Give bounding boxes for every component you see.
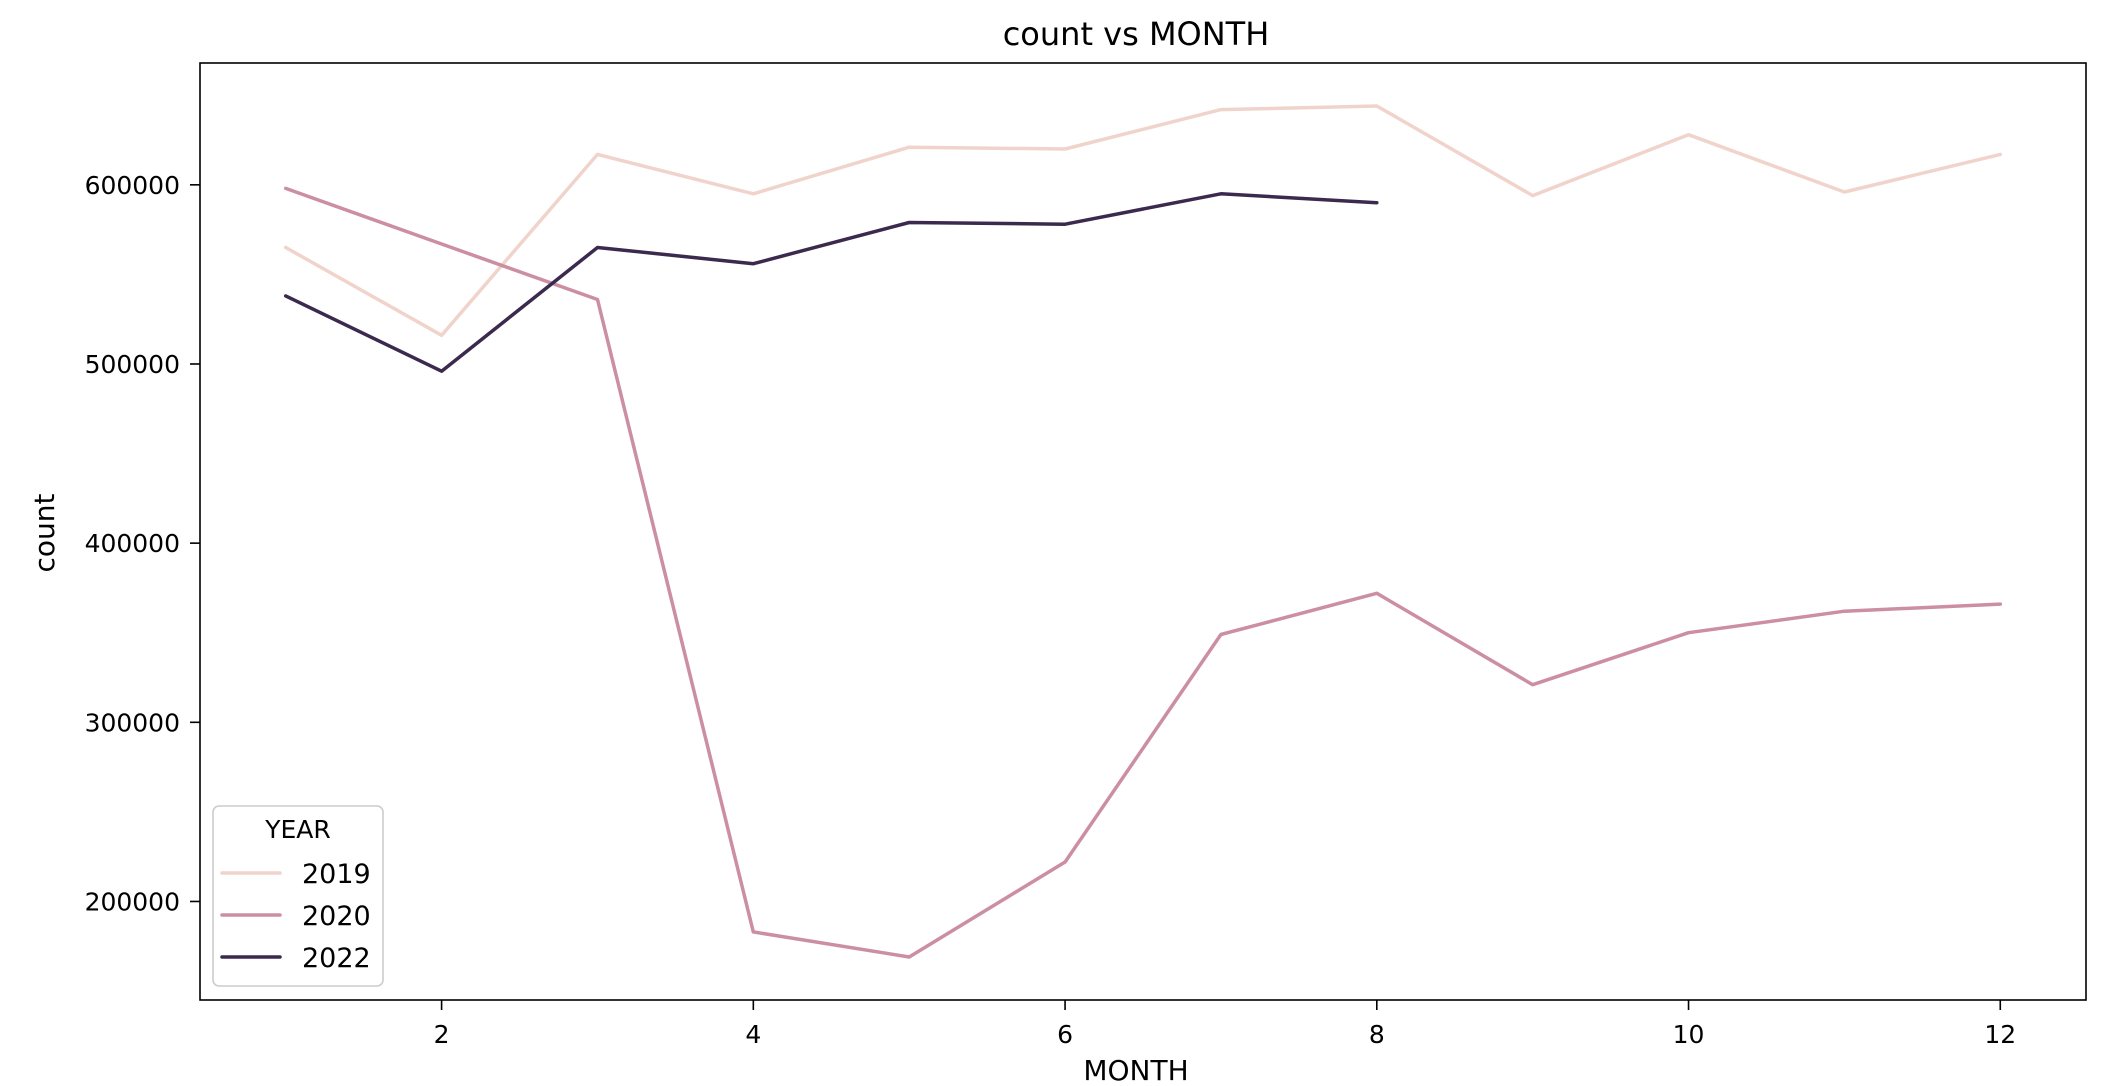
series-line-2020 [283, 186, 2003, 959]
legend-items: 2019 2020 2022 [220, 859, 371, 974]
y-axis-label: count [28, 493, 61, 572]
legend-label-2019: 2019 [302, 859, 371, 890]
legend: YEAR 2019 2020 2022 [212, 805, 384, 987]
y-tick-label: 400000 [85, 529, 180, 558]
series-line-2019 [283, 104, 2003, 338]
series-layer [283, 104, 2003, 959]
x-tick-label: 2 [434, 1020, 450, 1049]
plot-area [199, 62, 2087, 1001]
x-axis-ticks: 2 4 6 8 10 12 [434, 1000, 2016, 1049]
legend-title: YEAR [264, 815, 331, 844]
legend-label-2020: 2020 [302, 901, 371, 932]
legend-label-2022: 2022 [302, 943, 371, 974]
plot-frame [199, 62, 2087, 1001]
series-line-2022 [283, 192, 1379, 373]
y-tick-label: 200000 [85, 887, 180, 916]
chart-title: count vs MONTH [1003, 15, 1270, 53]
legend-box [212, 805, 384, 987]
y-axis-ticks: 200000 300000 400000 500000 600000 [85, 171, 200, 916]
x-tick-label: 6 [1057, 1020, 1073, 1049]
y-tick-label: 600000 [85, 171, 180, 200]
x-tick-label: 12 [1984, 1020, 2016, 1049]
x-tick-label: 10 [1673, 1020, 1705, 1049]
y-tick-label: 500000 [85, 350, 180, 379]
x-tick-label: 4 [745, 1020, 761, 1049]
x-axis-label: MONTH [1083, 1054, 1188, 1086]
x-tick-label: 8 [1369, 1020, 1385, 1049]
y-tick-label: 300000 [85, 708, 180, 737]
